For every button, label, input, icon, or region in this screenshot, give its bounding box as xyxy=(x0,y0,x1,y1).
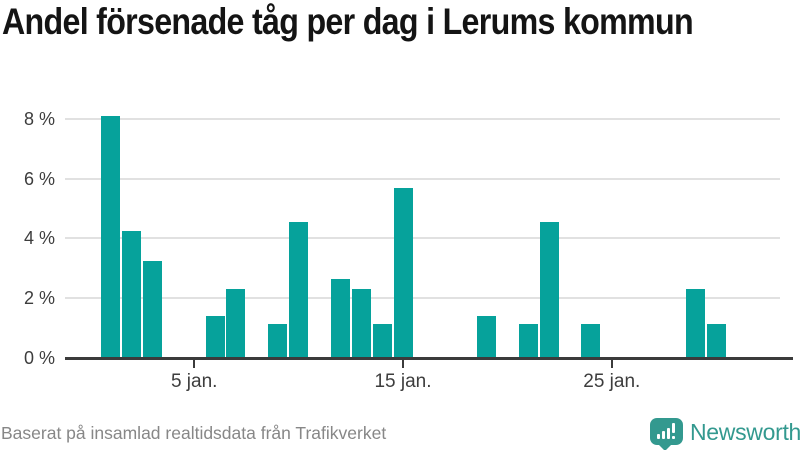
logo-exclamation-icon xyxy=(672,423,675,433)
bar xyxy=(518,323,538,358)
source-note: Baserat på insamlad realtidsdata från Tr… xyxy=(1,423,387,443)
y-axis-label: 0 % xyxy=(23,348,55,368)
bar xyxy=(142,260,162,358)
brand-name: Newsworthy xyxy=(690,419,800,445)
bar xyxy=(268,323,288,358)
y-axis-label: 6 % xyxy=(23,168,55,189)
bar xyxy=(205,316,225,358)
x-axis-tick xyxy=(193,360,196,368)
speech-bubble-tail-icon xyxy=(658,444,672,450)
bar xyxy=(372,323,392,358)
x-axis-label: 25 jan. xyxy=(583,371,641,392)
bar xyxy=(351,289,371,358)
bar xyxy=(226,289,246,358)
x-axis-label: 5 jan. xyxy=(170,371,218,392)
bar xyxy=(685,289,705,358)
newsworthy-logo: Newsworthy xyxy=(650,418,800,450)
y-axis-label: 2 % xyxy=(23,288,55,309)
bar xyxy=(101,115,121,358)
x-axis-label: 15 jan. xyxy=(374,371,432,392)
x-axis-tick xyxy=(610,360,613,368)
logo-exclamation-icon xyxy=(672,436,675,439)
bar xyxy=(289,221,309,358)
x-axis-tick xyxy=(402,360,404,368)
bar xyxy=(539,221,559,358)
bar xyxy=(477,316,497,358)
bar xyxy=(393,187,413,358)
logo-chart-bar-icon xyxy=(662,431,665,439)
newsworthy-logo-icon xyxy=(650,418,683,445)
x-axis-line xyxy=(65,357,793,360)
y-axis-label: 8 % xyxy=(23,108,55,129)
bar xyxy=(706,323,726,358)
bar xyxy=(330,278,350,358)
bar xyxy=(122,230,142,358)
gridline xyxy=(65,297,780,300)
gridline xyxy=(65,117,780,120)
bar xyxy=(581,323,601,358)
gridline xyxy=(65,237,780,240)
chart-title: Andel försenade tåg per dag i Lerums kom… xyxy=(2,1,694,42)
logo-chart-bar-icon xyxy=(657,434,660,439)
y-axis-label: 4 % xyxy=(23,228,55,249)
logo-chart-bar-icon xyxy=(667,428,670,439)
gridline xyxy=(65,177,780,180)
